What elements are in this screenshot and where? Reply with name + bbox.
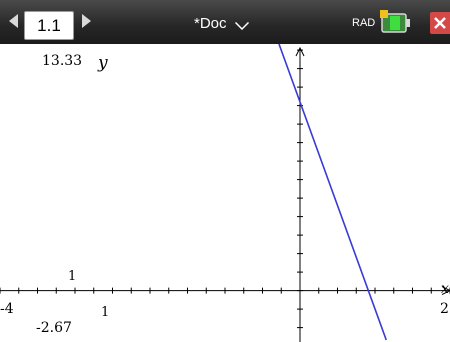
angle-mode-indicator: RAD [352,17,376,29]
document-title[interactable]: *Doc [194,15,227,32]
y-max-label: 13.33 [42,53,83,69]
right-arrow-icon[interactable] [82,14,91,28]
graph-area[interactable] [0,44,450,342]
toolbar: 1.1 *Doc RAD [0,0,450,44]
x-one-label: 1 [101,305,110,320]
x-axis-label: x [441,281,449,297]
x-axis-arrow-icon [441,286,450,296]
close-button[interactable] [430,12,450,34]
x-max-label: 2 [440,301,449,317]
chevron-down-icon[interactable] [235,22,249,30]
battery-icon [380,10,410,33]
y-min-label: -2.67 [36,320,72,336]
left-arrow-icon[interactable] [9,14,18,28]
function-graph-line[interactable] [278,44,388,341]
y-axis-arrow-icon [295,46,305,57]
close-icon [434,17,446,29]
y-axis-label: y [98,53,108,73]
tab-page[interactable]: 1.1 [24,11,74,40]
x-min-label: -4 [0,301,14,317]
y-one-label: 1 [68,269,77,284]
